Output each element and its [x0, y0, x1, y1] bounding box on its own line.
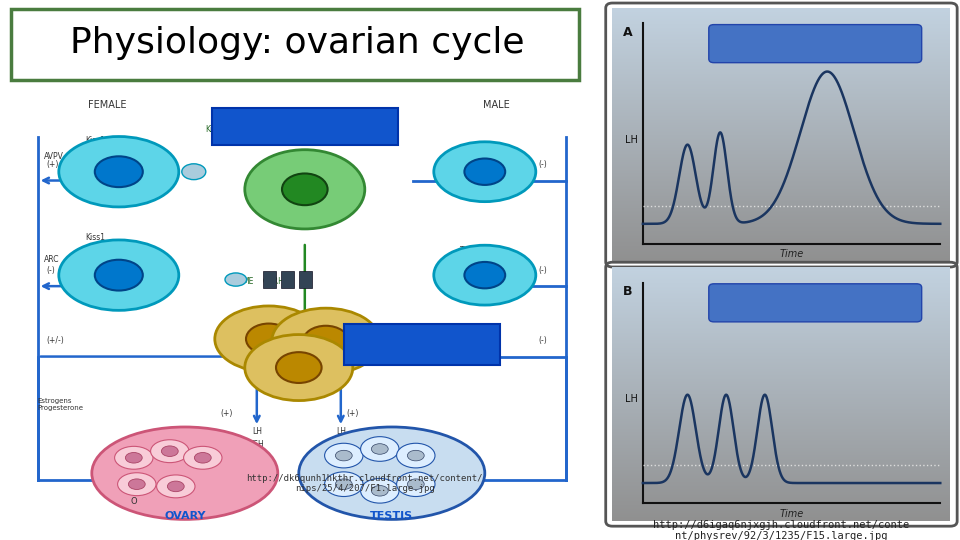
Text: Kiss1R: Kiss1R	[205, 125, 230, 134]
Ellipse shape	[335, 450, 352, 461]
Ellipse shape	[194, 453, 211, 463]
Ellipse shape	[299, 427, 485, 519]
Text: Testosterone: Testosterone	[461, 246, 509, 255]
Text: ANTERIOR: ANTERIOR	[396, 336, 447, 346]
Ellipse shape	[95, 260, 143, 291]
Text: Physiology: ovarian cycle: Physiology: ovarian cycle	[70, 26, 525, 60]
Ellipse shape	[434, 245, 536, 305]
Ellipse shape	[396, 443, 435, 468]
Text: PITUITARY: PITUITARY	[396, 351, 448, 360]
FancyBboxPatch shape	[708, 25, 922, 63]
Text: A: A	[623, 26, 633, 39]
Ellipse shape	[276, 352, 322, 383]
Text: HYPOTHALAMUS: HYPOTHALAMUS	[256, 122, 353, 131]
Ellipse shape	[282, 173, 327, 205]
Ellipse shape	[396, 472, 435, 496]
Bar	[299, 271, 312, 288]
Text: (+): (+)	[221, 409, 233, 418]
Text: POA: POA	[362, 138, 379, 146]
Ellipse shape	[245, 150, 365, 229]
Ellipse shape	[465, 262, 505, 288]
Text: Kp antagonist: Kp antagonist	[777, 298, 853, 307]
Text: (-): (-)	[539, 336, 547, 346]
Ellipse shape	[407, 479, 424, 489]
Text: Estrogens
Progesterone: Estrogens Progesterone	[37, 399, 84, 411]
Ellipse shape	[59, 137, 179, 207]
Text: TESTIS: TESTIS	[371, 511, 414, 522]
Ellipse shape	[246, 323, 292, 354]
Text: GnRH: GnRH	[285, 123, 307, 132]
Text: ME: ME	[243, 277, 253, 286]
Ellipse shape	[245, 335, 353, 401]
Ellipse shape	[372, 444, 388, 454]
Ellipse shape	[225, 273, 247, 286]
Bar	[263, 271, 276, 288]
Ellipse shape	[372, 485, 388, 496]
Ellipse shape	[361, 437, 399, 461]
Text: FSH: FSH	[333, 440, 348, 449]
Text: LH: LH	[336, 427, 346, 436]
Text: FSH: FSH	[250, 440, 264, 449]
Ellipse shape	[181, 164, 205, 180]
Ellipse shape	[324, 443, 363, 468]
FancyBboxPatch shape	[212, 108, 397, 145]
Text: Kp agonist: Kp agonist	[786, 38, 845, 48]
Text: (-): (-)	[539, 266, 547, 275]
Ellipse shape	[118, 472, 156, 496]
Ellipse shape	[126, 453, 142, 463]
FancyBboxPatch shape	[708, 284, 922, 322]
Text: (-): (-)	[47, 266, 56, 275]
Ellipse shape	[114, 447, 153, 469]
Text: http://dk6qunh1hkthr.cloudfront.net/content/
nips/25/4/207/F1.large.jpg: http://dk6qunh1hkthr.cloudfront.net/cont…	[247, 474, 483, 493]
Text: OVARY: OVARY	[164, 511, 205, 522]
FancyBboxPatch shape	[11, 9, 579, 80]
Bar	[280, 271, 294, 288]
FancyBboxPatch shape	[344, 323, 500, 366]
Text: B: B	[623, 285, 632, 298]
Text: (+/-): (+/-)	[47, 336, 64, 346]
Ellipse shape	[95, 156, 143, 187]
Ellipse shape	[335, 479, 352, 489]
Ellipse shape	[215, 306, 323, 372]
Ellipse shape	[272, 308, 380, 374]
Ellipse shape	[324, 472, 363, 496]
Ellipse shape	[303, 326, 348, 356]
Text: LH: LH	[625, 135, 637, 145]
Ellipse shape	[161, 446, 179, 456]
Text: AVPV: AVPV	[44, 152, 63, 160]
Text: GnRH: GnRH	[263, 277, 285, 286]
Text: LH: LH	[625, 394, 637, 404]
Text: Kiss1: Kiss1	[84, 136, 105, 145]
Text: Time: Time	[780, 509, 804, 518]
Text: MALE: MALE	[484, 100, 510, 110]
Text: O: O	[131, 497, 137, 506]
Ellipse shape	[156, 475, 195, 498]
Text: (+): (+)	[347, 409, 359, 418]
Ellipse shape	[167, 481, 184, 492]
Ellipse shape	[92, 427, 277, 519]
Ellipse shape	[151, 440, 189, 463]
Ellipse shape	[465, 159, 505, 185]
Text: Kiss1: Kiss1	[84, 233, 105, 242]
Text: LH: LH	[252, 427, 262, 436]
Ellipse shape	[129, 479, 145, 489]
Text: ARC: ARC	[44, 255, 60, 264]
Text: FEMALE: FEMALE	[87, 100, 126, 110]
Ellipse shape	[361, 478, 399, 503]
Text: Time: Time	[780, 249, 804, 259]
Ellipse shape	[183, 447, 222, 469]
Ellipse shape	[407, 450, 424, 461]
Ellipse shape	[59, 240, 179, 310]
Ellipse shape	[434, 142, 536, 201]
Text: (+): (+)	[47, 160, 60, 170]
Text: (-): (-)	[539, 160, 547, 170]
Text: http://d6igaq6njxgjh.cloudfront.net/conte
nt/physrev/92/3/1235/F15.large.jpg: http://d6igaq6njxgjh.cloudfront.net/cont…	[654, 519, 909, 540]
